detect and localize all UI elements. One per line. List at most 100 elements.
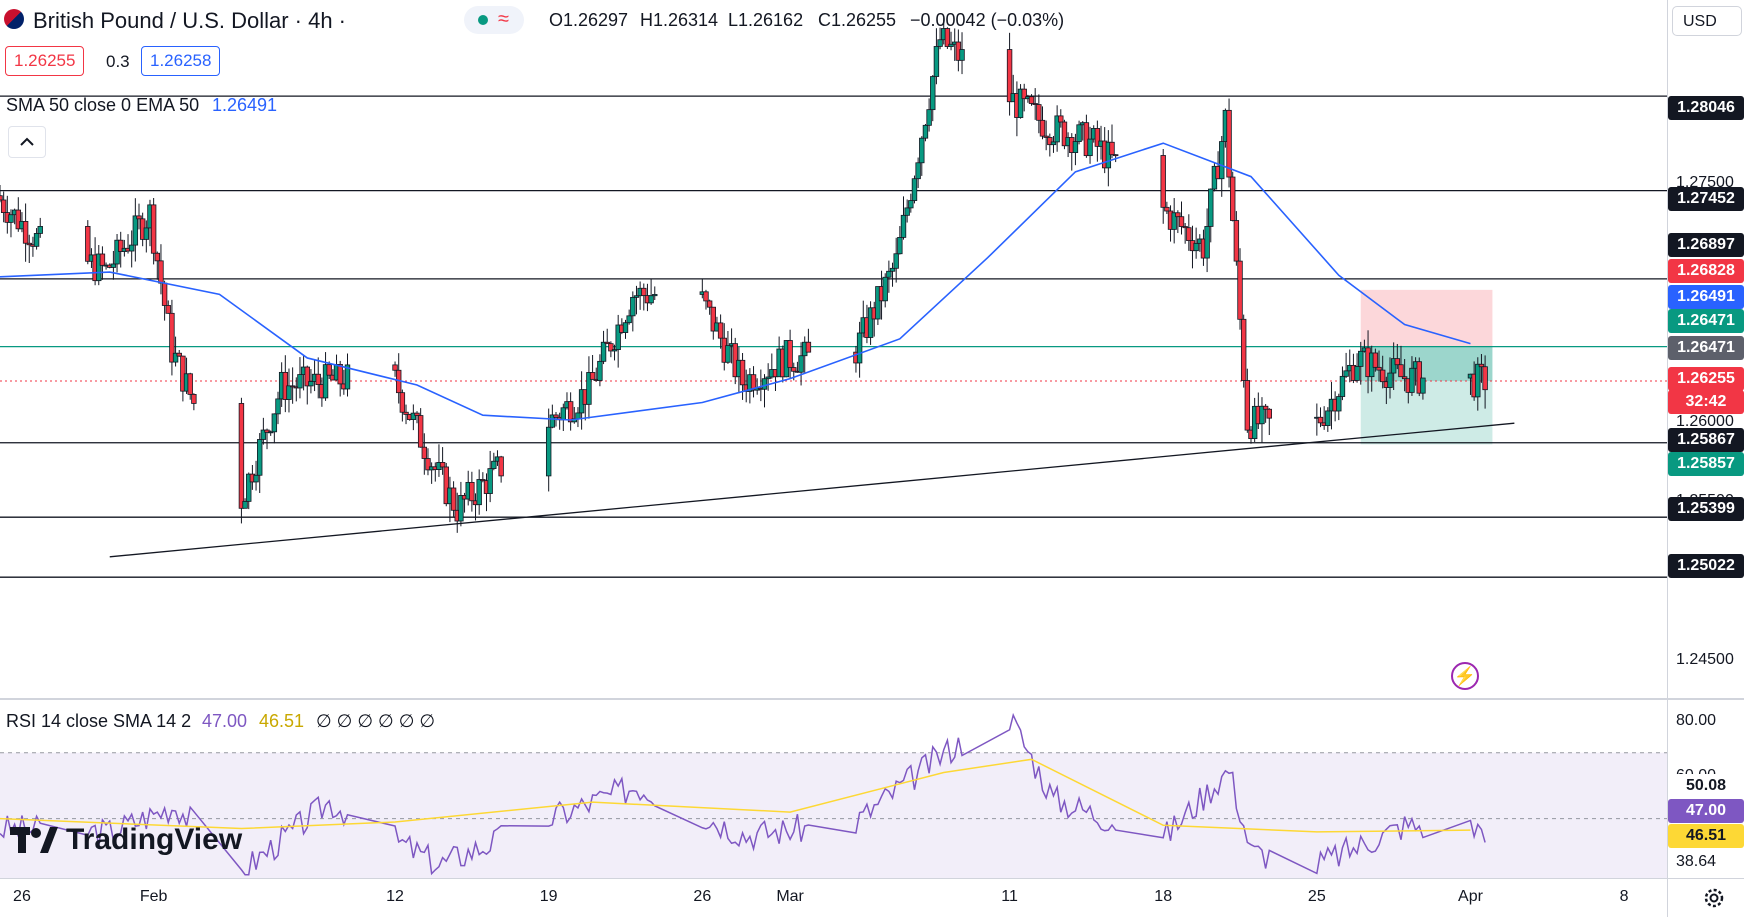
candle-body[interactable] xyxy=(1387,372,1393,388)
candle-body[interactable] xyxy=(110,263,117,268)
candle-body[interactable] xyxy=(787,340,793,368)
candle-body[interactable] xyxy=(1354,366,1360,381)
candle-body[interactable] xyxy=(1204,226,1210,259)
candle-body[interactable] xyxy=(128,244,135,252)
candle-body[interactable] xyxy=(1266,408,1272,419)
position-stop-zone[interactable] xyxy=(1360,289,1493,347)
trendline[interactable] xyxy=(109,422,1515,558)
candle-body[interactable] xyxy=(933,46,940,77)
candle-body[interactable] xyxy=(1376,366,1382,371)
candle-body[interactable] xyxy=(560,407,567,421)
candle-body[interactable] xyxy=(739,359,746,386)
candle-body[interactable] xyxy=(1021,88,1027,100)
candle-body[interactable] xyxy=(99,253,106,266)
candle-body[interactable] xyxy=(1482,366,1488,391)
lightning-button[interactable]: ⚡ xyxy=(1451,662,1479,690)
candle-body[interactable] xyxy=(1175,212,1181,218)
candle-body[interactable] xyxy=(1219,141,1225,180)
candle-body[interactable] xyxy=(392,364,398,371)
candle-body[interactable] xyxy=(1193,242,1199,252)
candle-body[interactable] xyxy=(1244,380,1251,431)
candle-body[interactable] xyxy=(1160,155,1166,208)
rsi-line[interactable] xyxy=(0,712,1486,876)
candle-body[interactable] xyxy=(717,322,724,339)
collapse-legend-button[interactable] xyxy=(8,126,46,158)
candle-body[interactable] xyxy=(1032,103,1038,105)
price-tag[interactable]: 1.26897 xyxy=(1668,233,1744,257)
candle-body[interactable] xyxy=(944,28,951,47)
candle-body[interactable] xyxy=(900,214,907,238)
candle-body[interactable] xyxy=(703,291,709,302)
candle-body[interactable] xyxy=(1398,364,1404,378)
candle-body[interactable] xyxy=(85,226,91,262)
candle-body[interactable] xyxy=(630,296,636,317)
candle-body[interactable] xyxy=(600,341,607,362)
candle-body[interactable] xyxy=(150,204,157,254)
candle-body[interactable] xyxy=(1178,216,1185,227)
candle-body[interactable] xyxy=(765,376,771,380)
settings-button[interactable] xyxy=(1700,884,1728,912)
candle-body[interactable] xyxy=(132,215,139,246)
symbol-title[interactable]: British Pound / U.S. Dollar · 4h · xyxy=(33,8,347,33)
candle-body[interactable] xyxy=(1336,396,1342,412)
candle-body[interactable] xyxy=(425,458,431,471)
candle-body[interactable] xyxy=(96,253,102,282)
candle-body[interactable] xyxy=(410,412,417,420)
rsi-sma-line[interactable] xyxy=(0,758,1471,833)
candle-body[interactable] xyxy=(0,195,3,201)
candle-body[interactable] xyxy=(1061,121,1068,147)
candle-body[interactable] xyxy=(791,367,797,372)
price-tag[interactable]: 1.26255 xyxy=(1668,367,1744,391)
candle-body[interactable] xyxy=(1226,109,1232,178)
candle-body[interactable] xyxy=(1182,226,1188,229)
candle-body[interactable] xyxy=(930,76,936,111)
candle-body[interactable] xyxy=(1054,115,1060,143)
candle-body[interactable] xyxy=(0,199,7,213)
candle-body[interactable] xyxy=(439,462,446,468)
candle-body[interactable] xyxy=(476,479,482,506)
candle-body[interactable] xyxy=(805,341,812,353)
candle-body[interactable] xyxy=(326,364,332,376)
candle-body[interactable] xyxy=(904,207,910,216)
candle-body[interactable] xyxy=(608,343,614,352)
candle-body[interactable] xyxy=(1390,358,1397,374)
candle-body[interactable] xyxy=(1076,124,1082,142)
candle-body[interactable] xyxy=(856,332,863,364)
candle-body[interactable] xyxy=(622,322,629,333)
candle-body[interactable] xyxy=(1358,350,1364,367)
candle-body[interactable] xyxy=(238,403,245,509)
candle-body[interactable] xyxy=(315,373,321,385)
candle-body[interactable] xyxy=(264,429,270,433)
candle-body[interactable] xyxy=(710,306,716,332)
price-tag[interactable]: 1.26491 xyxy=(1668,285,1744,309)
candle-body[interactable] xyxy=(1478,363,1485,368)
price-tag[interactable]: 1.26828 xyxy=(1668,259,1744,283)
candle-body[interactable] xyxy=(1475,363,1481,398)
candle-body[interactable] xyxy=(948,43,954,47)
candle-body[interactable] xyxy=(289,385,296,388)
candle-body[interactable] xyxy=(417,415,424,448)
candle-body[interactable] xyxy=(1208,188,1214,227)
candle-body[interactable] xyxy=(1240,318,1247,381)
candle-body[interactable] xyxy=(450,487,457,511)
price-tag[interactable]: 1.25399 xyxy=(1668,497,1744,521)
candle-body[interactable] xyxy=(257,439,263,476)
candle-body[interactable] xyxy=(187,373,193,395)
candle-body[interactable] xyxy=(1262,405,1269,410)
candle-body[interactable] xyxy=(1343,370,1349,377)
candle-body[interactable] xyxy=(615,324,621,351)
candle-body[interactable] xyxy=(886,270,892,278)
candle-body[interactable] xyxy=(469,481,475,502)
candle-body[interactable] xyxy=(575,412,581,420)
candle-body[interactable] xyxy=(1036,104,1042,121)
candle-body[interactable] xyxy=(1050,141,1057,146)
candle-body[interactable] xyxy=(706,300,713,308)
price-tag[interactable]: 1.25867 xyxy=(1668,428,1744,452)
candle-body[interactable] xyxy=(308,381,314,387)
candle-body[interactable] xyxy=(1164,206,1170,212)
pane-divider[interactable] xyxy=(0,698,1744,700)
candle-body[interactable] xyxy=(1409,367,1415,393)
candle-body[interactable] xyxy=(1017,88,1024,118)
candle-body[interactable] xyxy=(633,295,640,298)
candle-body[interactable] xyxy=(337,364,343,385)
